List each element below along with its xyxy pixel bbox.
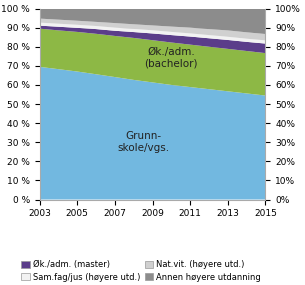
Legend: Øk./adm. (master), Sam.fag/jus (høyere utd.), Nat.vit. (høyere utd.), Annen høye: Øk./adm. (master), Sam.fag/jus (høyere u… xyxy=(18,257,264,285)
Text: Øk./adm.
(bachelor): Øk./adm. (bachelor) xyxy=(145,47,198,69)
Text: Grunn-
skole/vgs.: Grunn- skole/vgs. xyxy=(117,131,169,153)
